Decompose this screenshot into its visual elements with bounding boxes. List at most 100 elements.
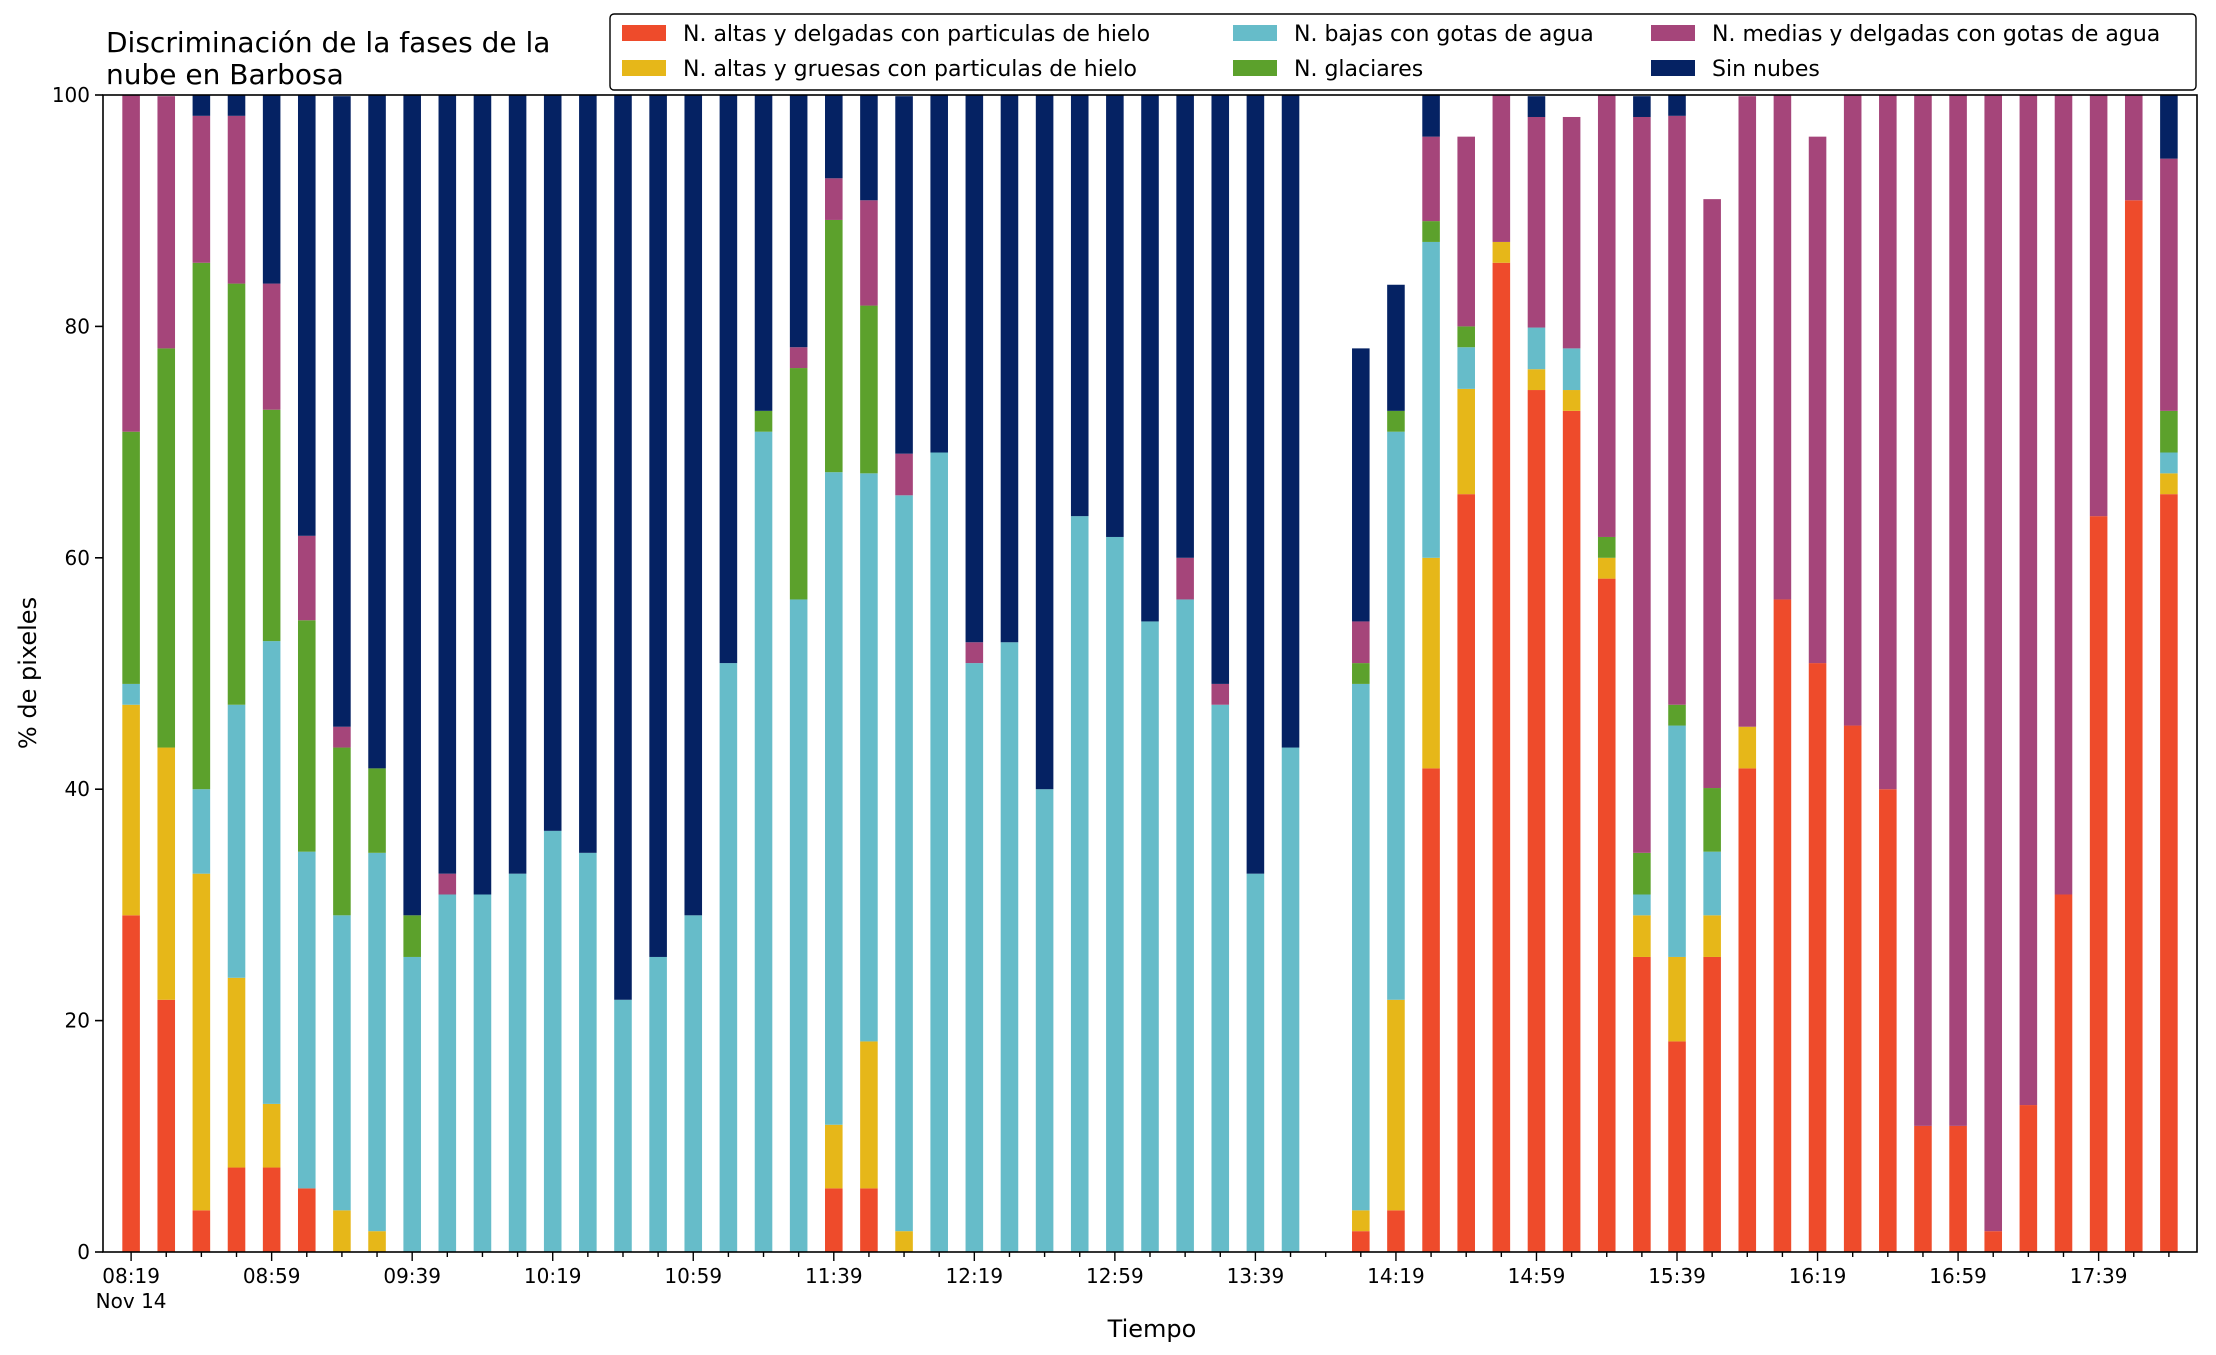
bar-segment-s1-t1	[157, 747, 176, 1000]
x-tick-label: 16:59	[1929, 1264, 1987, 1288]
x-tick-label: 16:19	[1789, 1264, 1847, 1288]
legend-swatch	[622, 25, 666, 41]
bar-segment-s2-t22	[895, 495, 913, 1232]
bar-segment-s2-t29	[1141, 621, 1159, 1252]
bar-segment-s2-t25	[1000, 642, 1019, 1252]
bar-segment-s3-t36	[1387, 410, 1405, 432]
bar-segment-s5-t26	[1035, 95, 1054, 790]
bar-segment-s1-t39	[1492, 241, 1511, 263]
bar-segment-s5-t31	[1211, 95, 1230, 684]
bar-segment-s3-t4	[262, 409, 281, 642]
bar-segment-s2-t40	[1527, 327, 1546, 370]
bar-segment-s3-t38	[1457, 326, 1475, 348]
bar-segment-s4-t41	[1562, 116, 1581, 349]
bar-segment-s4-t50	[1879, 95, 1897, 790]
bar-segment-s4-t2	[192, 115, 211, 263]
bar-segment-s0-t0	[122, 915, 140, 1252]
bar-segment-s2-t23	[930, 452, 948, 1252]
bar-segment-s0-t53	[1984, 1231, 2003, 1252]
bar-segment-s5-t43	[1633, 96, 1651, 117]
bar-segment-s2-t5	[297, 851, 316, 1189]
bar-segment-s0-t36	[1387, 1210, 1405, 1252]
legend: N. altas y delgadas con particulas de hi…	[609, 13, 2197, 91]
legend-label: Sin nubes	[1712, 57, 1820, 82]
bar-segment-s2-t38	[1457, 347, 1475, 389]
bar-segment-s4-t39	[1492, 95, 1511, 242]
x-tick-label: 12:59	[1086, 1264, 1144, 1288]
bar-segment-s2-t20	[825, 472, 843, 1125]
bar-segment-s5-t40	[1527, 96, 1546, 117]
bar-segment-s1-t2	[192, 873, 211, 1211]
bar-segment-s0-t48	[1808, 663, 1827, 1252]
bar-segment-s4-t31	[1211, 683, 1230, 705]
bar-segment-s1-t45	[1703, 915, 1721, 957]
bar-segment-s2-t16	[684, 915, 703, 1252]
bar-segment-s4-t51	[1914, 95, 1932, 1126]
bar-segment-s2-t6	[333, 915, 351, 1211]
bar-segment-s5-t25	[1000, 95, 1019, 643]
x-axis: 08:19 08:59 09:39 10:19 10:59 11:39 12:19 12:59…	[96, 1252, 2170, 1313]
x-tick-label: 15:39	[1648, 1264, 1706, 1288]
bar-segment-s2-t4	[262, 641, 281, 1104]
bar-segment-s2-t13	[579, 852, 597, 1252]
bar-segment-s4-t21	[860, 200, 878, 306]
bar-segment-s4-t49	[1843, 95, 1862, 726]
y-axis-label: % de pixeles	[14, 597, 42, 749]
x-tick-label: 13:39	[1227, 1264, 1285, 1288]
bar-segment-s3-t3	[227, 283, 246, 705]
bar-segment-s2-t14	[614, 999, 632, 1252]
bar-segment-s0-t50	[1879, 789, 1897, 1252]
bar-segment-s4-t30	[1176, 557, 1194, 600]
bar-segment-s1-t58	[2160, 473, 2178, 495]
bar-segment-s0-t52	[1949, 1125, 1967, 1252]
bar-segment-s2-t37	[1422, 241, 1440, 558]
bar-segment-s3-t7	[368, 768, 386, 853]
bar-segment-s3-t20	[825, 219, 843, 473]
bar-segment-s0-t21	[860, 1188, 878, 1252]
bar-segment-s0-t43	[1633, 956, 1651, 1252]
bar-segment-s5-t9	[438, 95, 457, 874]
bar-segment-s5-t2	[192, 95, 211, 116]
bar-segment-s1-t36	[1387, 999, 1405, 1211]
bar-segment-s5-t35	[1352, 348, 1370, 622]
bar-segment-s2-t7	[368, 852, 386, 1232]
bar-segment-s4-t1	[157, 96, 176, 349]
bar-segment-s4-t44	[1668, 115, 1686, 705]
bar-segment-s0-t44	[1668, 1041, 1686, 1252]
bar-segment-s2-t26	[1035, 789, 1054, 1252]
bar-segment-s1-t37	[1422, 557, 1440, 769]
bar-layer	[122, 95, 2178, 1252]
bar-segment-s4-t19	[789, 347, 808, 369]
bar-segment-s4-t58	[2160, 158, 2178, 411]
bar-segment-s1-t4	[262, 1103, 281, 1168]
bar-segment-s1-t22	[895, 1231, 913, 1252]
bar-segment-s3-t21	[860, 305, 878, 474]
x-tick-sublabel: Nov 14	[96, 1289, 167, 1313]
bar-segment-s0-t45	[1703, 956, 1721, 1252]
bar-segment-s4-t57	[2124, 95, 2143, 201]
bar-segment-s0-t39	[1492, 262, 1511, 1252]
x-tick-label: 11:39	[805, 1264, 863, 1288]
bar-segment-s4-t35	[1352, 621, 1370, 664]
bar-segment-s0-t20	[825, 1188, 843, 1252]
bar-segment-s2-t10	[473, 894, 492, 1252]
bar-segment-s2-t36	[1387, 431, 1405, 1000]
bar-segment-s1-t43	[1633, 915, 1651, 957]
bar-segment-s5-t12	[543, 95, 562, 831]
bar-segment-s2-t33	[1281, 747, 1300, 1252]
legend-swatch	[1233, 25, 1277, 41]
bar-segment-s0-t46	[1738, 768, 1757, 1252]
bar-segment-s3-t19	[789, 368, 808, 600]
bar-segment-s1-t0	[122, 704, 140, 916]
bar-segment-s3-t37	[1422, 221, 1440, 242]
bar-segment-s2-t43	[1633, 894, 1651, 916]
bar-segment-s5-t11	[508, 95, 527, 874]
bar-segment-s0-t55	[2054, 894, 2073, 1252]
bar-segment-s0-t49	[1843, 725, 1862, 1252]
legend-label: N. medias y delgadas con gotas de agua	[1712, 22, 2160, 47]
bar-segment-s1-t38	[1457, 388, 1475, 495]
bar-segment-s5-t18	[754, 95, 773, 411]
y-tick-label: 80	[65, 314, 90, 338]
bar-segment-s1-t7	[368, 1231, 386, 1252]
